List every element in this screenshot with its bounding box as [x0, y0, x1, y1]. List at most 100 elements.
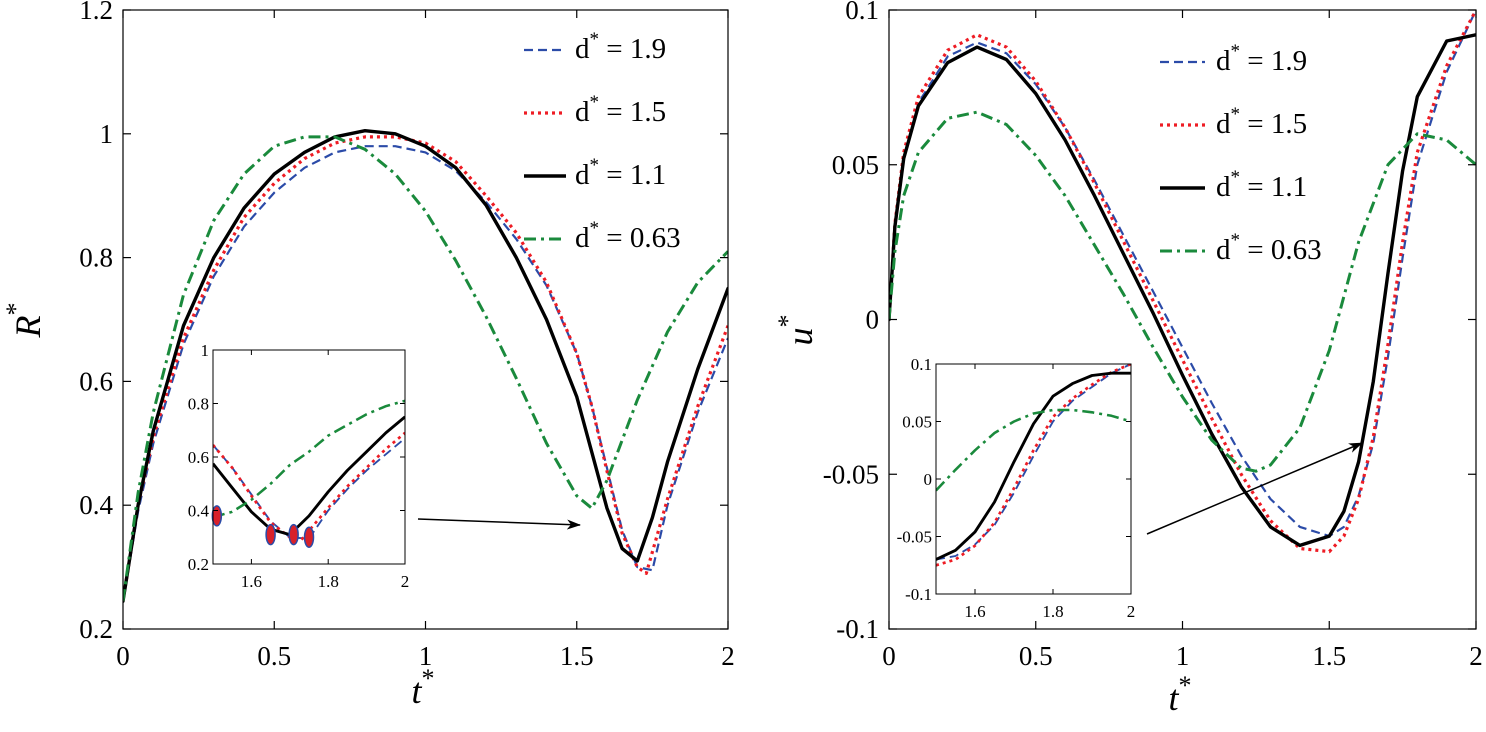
y-tick-label: 0.4 — [79, 490, 113, 520]
legend-prefix: d — [575, 33, 590, 65]
legend-sup: * — [590, 218, 600, 239]
legend-value: = 0.63 — [1240, 234, 1322, 266]
legend-sup: * — [590, 92, 600, 113]
inset-x-tick-label: 2 — [401, 572, 410, 591]
x-axis-label: t* — [1168, 671, 1191, 718]
inset-series-line-d15 — [936, 364, 1131, 567]
x-axis-label-main: t — [411, 671, 422, 711]
inset-x-tick-label: 1.6 — [964, 602, 985, 621]
legend-prefix: d — [575, 222, 590, 254]
inset-y-tick-label: 0.05 — [902, 413, 932, 432]
inset-series-line-d063 — [213, 399, 405, 519]
inset-left: 1.6 1.8 2 0.2 0.4 0.6 0.8 1 — [188, 341, 410, 591]
y-axis-label-main: u — [780, 328, 820, 346]
legend-value: = 0.63 — [599, 222, 681, 254]
legend-value: = 1.9 — [1240, 45, 1307, 77]
y-tick-label: 0 — [866, 305, 880, 335]
y-tick-label: 1.2 — [79, 0, 113, 25]
x-axis-label-sup: * — [1179, 671, 1192, 700]
y-axis-label: u* — [773, 315, 820, 346]
inset-series-group — [936, 364, 1131, 567]
series-group — [889, 10, 1476, 554]
inset-marker — [288, 523, 299, 546]
x-tick-label: 1 — [1176, 641, 1190, 671]
zoom-arrow — [1146, 442, 1363, 535]
legend-entry-d11: d* = 1.1 — [1216, 167, 1307, 203]
legend-value: = 1.5 — [1240, 108, 1307, 140]
legend-prefix: d — [575, 96, 590, 128]
inset-marker — [265, 523, 276, 546]
x-tick-label: 0 — [116, 641, 130, 671]
y-axis-label-main: R — [8, 316, 48, 339]
chart-left: 0 0.5 1 1.5 20.20.40.60.811.2t*R*d* = 1.9d* … — [1, 0, 735, 711]
legend-entry-d19: d* = 1.9 — [575, 29, 666, 65]
inset-x-tick-label: 1.8 — [318, 572, 339, 591]
inset-series-line-d15 — [213, 431, 405, 542]
inset-y-tick-label: -0.1 — [905, 585, 932, 604]
inset-series-line-d19 — [936, 364, 1131, 561]
series-line-d19 — [889, 10, 1476, 538]
inset-y-tick-label: 0 — [924, 470, 933, 489]
x-axis-label-main: t — [1168, 678, 1179, 718]
legend-value: = 1.1 — [599, 159, 666, 191]
series-line-d19 — [123, 145, 728, 602]
inset-background — [936, 364, 1131, 594]
x-axis-label: t* — [411, 664, 434, 711]
legend-entry-d11: d* = 1.1 — [575, 155, 666, 191]
inset-series-line-d11 — [936, 371, 1131, 561]
y-tick-label: 0.8 — [79, 243, 113, 273]
inset-y-tick-label: 0.8 — [188, 395, 209, 414]
y-tick-label: 1 — [100, 119, 114, 149]
x-tick-label: 2 — [1469, 641, 1483, 671]
y-tick-label: 0.05 — [832, 150, 879, 180]
inset-x-tick-label: 1.6 — [241, 572, 262, 591]
y-tick-label: 0.6 — [79, 366, 113, 396]
legend-value: = 1.1 — [1240, 171, 1307, 203]
zoom-arrow — [417, 518, 581, 530]
legend-prefix: d — [1216, 108, 1231, 140]
y-axis-label-sup: * — [773, 315, 802, 328]
series-line-d15 — [889, 10, 1476, 554]
x-tick-label: 0.5 — [1019, 641, 1053, 671]
series-group — [123, 129, 728, 603]
legend-prefix: d — [1216, 171, 1231, 203]
legend-entry-d15: d* = 1.5 — [575, 92, 666, 128]
x-tick-label: 1 — [419, 641, 433, 671]
inset-y-tick-label: 0.6 — [188, 448, 209, 467]
inset-y-tick-label: 0.4 — [188, 502, 210, 521]
y-tick-label: -0.1 — [836, 614, 879, 644]
legend-sup: * — [590, 29, 600, 50]
inset-x-tick-label: 1.8 — [1042, 602, 1063, 621]
inset-series-group — [213, 399, 405, 542]
legend-sup: * — [1231, 41, 1241, 62]
legend-entry-d19: d* = 1.9 — [1216, 41, 1307, 77]
legend-prefix: d — [575, 159, 590, 191]
inset-series-line-d063 — [936, 408, 1131, 492]
series-line-d063 — [889, 110, 1476, 473]
inset-x-tick-label: 2 — [1127, 602, 1136, 621]
legend-sup: * — [1231, 167, 1241, 188]
x-tick-label: 2 — [721, 641, 735, 671]
series-line-d11 — [123, 129, 728, 603]
x-tick-label: 1.5 — [560, 641, 594, 671]
inset-marker — [211, 505, 223, 527]
inset-y-tick-label: -0.05 — [897, 528, 932, 547]
x-tick-label: 0.5 — [257, 641, 291, 671]
inset-y-tick-label: 0.1 — [911, 355, 932, 374]
legend-prefix: d — [1216, 45, 1231, 77]
x-axis-label-sup: * — [422, 664, 435, 693]
inset-y-tick-label: 0.2 — [188, 555, 209, 574]
legend: d* = 1.9d* = 1.5d* = 1.1d* = 0.63 — [524, 29, 681, 254]
inset-marker — [303, 526, 315, 548]
y-axis-label-sup: * — [1, 303, 30, 316]
legend-value: = 1.5 — [599, 96, 666, 128]
inset-y-tick-label: 1 — [201, 341, 210, 360]
legend-prefix: d — [1216, 234, 1231, 266]
legend-sup: * — [1231, 230, 1241, 251]
legend-value: = 1.9 — [599, 33, 666, 65]
legend: d* = 1.9d* = 1.5d* = 1.1d* = 0.63 — [1160, 41, 1322, 266]
series-line-d15 — [123, 135, 728, 602]
y-tick-label: 0.1 — [845, 0, 879, 25]
series-line-d11 — [889, 33, 1476, 548]
